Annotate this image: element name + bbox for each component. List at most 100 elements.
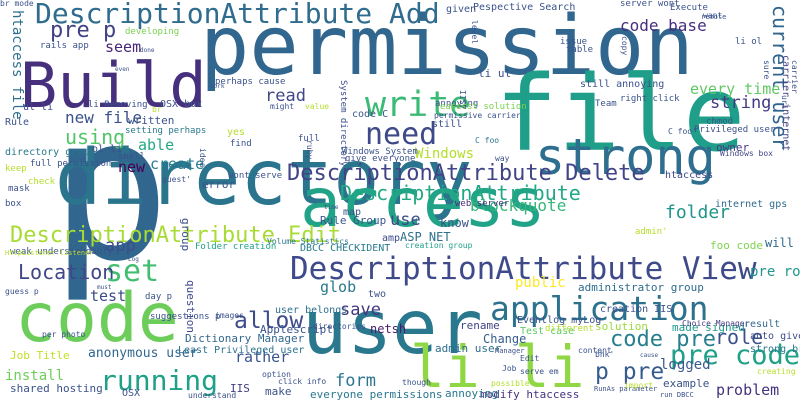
- word-cloud-term: set: [105, 254, 160, 289]
- word-cloud-term: web server: [455, 199, 510, 209]
- word-cloud-term: result: [744, 319, 781, 330]
- word-cloud-term: use: [390, 210, 421, 230]
- word-cloud-term: group: [179, 218, 192, 252]
- word-cloud-term: internet gps: [715, 199, 788, 210]
- word-cloud-term: save: [340, 300, 381, 320]
- word-cloud-term: Location: [18, 260, 115, 284]
- word-cloud-term: problem: [716, 381, 780, 399]
- word-cloud-term: Test case: [520, 326, 575, 337]
- word-cloud-term: Windows System: [342, 147, 418, 157]
- word-cloud-term: run DBCC: [660, 391, 694, 399]
- word-cloud-term: value: [305, 102, 330, 111]
- word-cloud-term: public: [515, 275, 566, 291]
- word-cloud-term: li ul: [478, 67, 512, 80]
- word-cloud-term: IIS: [230, 382, 250, 395]
- word-cloud-term: amp: [382, 233, 401, 244]
- word-cloud-term: option: [262, 370, 291, 379]
- word-cloud-term: easiest solution: [440, 102, 527, 112]
- word-cloud-term: application: [490, 289, 709, 328]
- word-cloud-term: code C: [352, 109, 389, 120]
- word-cloud-term: full: [298, 134, 320, 144]
- word-cloud-term: day p: [145, 292, 173, 302]
- word-cloud-term: still annoying: [580, 79, 665, 90]
- word-cloud-term: htaccess: [665, 170, 714, 181]
- word-cloud-term: remote: [701, 13, 727, 21]
- word-cloud-term: Windows box: [720, 149, 773, 158]
- word-cloud-term: directories: [313, 322, 366, 331]
- word-cloud-term: shell: [118, 152, 146, 162]
- word-cloud-term: code pre: [610, 327, 716, 352]
- word-cloud-term: images: [215, 311, 244, 320]
- word-cloud-term: read: [265, 86, 306, 106]
- word-cloud-term: will: [765, 236, 794, 250]
- word-cloud-term: even: [115, 66, 130, 73]
- word-cloud-term: way: [495, 154, 510, 163]
- word-cloud-term: glob: [320, 278, 357, 296]
- word-cloud-term: owner: [716, 141, 750, 154]
- word-cloud-term: directory group: [5, 147, 96, 158]
- word-cloud-term: check: [28, 177, 56, 187]
- word-cloud-term: modify htaccess: [480, 388, 580, 400]
- word-cloud-term: ASP NET: [400, 230, 451, 244]
- word-cloud-term: IIS7: [458, 90, 467, 110]
- word-cloud-term: DescriptionAttribute View: [290, 251, 757, 287]
- word-cloud-term: Volume Statistics: [267, 237, 349, 246]
- word-cloud-term: app: [105, 236, 136, 256]
- word-cloud-term: full permission: [30, 159, 112, 169]
- word-cloud-term: possible: [491, 379, 530, 388]
- word-cloud-term: administrator group: [578, 281, 704, 294]
- word-cloud-term: might: [270, 102, 295, 111]
- word-cloud-term: netsh: [370, 322, 407, 336]
- word-cloud-term: anonymous user: [88, 346, 198, 361]
- word-cloud-term: code base: [620, 16, 707, 35]
- word-cloud-term: guest': [162, 175, 191, 184]
- word-cloud-term: Pespective Search: [473, 2, 576, 13]
- word-cloud-term: strong: [535, 128, 716, 186]
- word-cloud-term: DBCC CHECKIDENT: [300, 243, 391, 254]
- word-cloud-term: every time: [690, 80, 781, 98]
- word-cloud-term: give everyone: [345, 154, 416, 164]
- word-cloud-term: pre p: [50, 18, 117, 43]
- word-cloud-term: carrier: [790, 60, 799, 94]
- word-cloud-term: idea: [198, 148, 207, 168]
- word-cloud-term: br: [152, 105, 162, 114]
- word-cloud-term: DescriptionAttribute Delete: [287, 161, 645, 186]
- word-cloud-term: Execute: [670, 3, 708, 13]
- word-cloud-term: Change: [483, 332, 527, 346]
- word-cloud-term: Rule Group: [320, 214, 387, 227]
- word-cloud-term: access: [300, 164, 546, 243]
- word-cloud-term: li Removing: [88, 100, 148, 110]
- word-cloud-term: box: [5, 199, 22, 209]
- word-cloud-term: file: [495, 53, 746, 175]
- word-cloud-term: role: [715, 325, 764, 349]
- word-cloud-term: new file: [65, 108, 143, 127]
- word-cloud-term: install: [5, 368, 65, 384]
- word-cloud-term: Manager: [495, 347, 525, 355]
- word-cloud-term: import: [624, 381, 653, 390]
- word-cloud-term: test: [90, 287, 127, 305]
- word-cloud-term: weak understandably: [10, 247, 113, 257]
- word-cloud-term: create: [150, 155, 205, 173]
- word-cloud-term: htaccess file: [9, 10, 25, 120]
- word-cloud-term: form: [335, 371, 376, 391]
- word-cloud-term: br mode: [0, 0, 34, 8]
- word-cloud-term: running: [100, 364, 219, 397]
- word-cloud-term: rename: [460, 319, 500, 332]
- word-cloud-term: work: [210, 83, 225, 90]
- word-cloud-term: Build: [20, 49, 207, 122]
- word-cloud-term: copy: [620, 36, 629, 56]
- word-cloud-term: setting perhaps: [125, 126, 207, 136]
- word-cloud-term: Folder creation: [195, 242, 277, 252]
- word-cloud-term: error: [202, 178, 236, 191]
- word-cloud-term: written: [128, 114, 175, 127]
- word-cloud-term: string: [710, 93, 772, 113]
- word-cloud-term: code: [15, 279, 179, 358]
- word-cloud-term: System directory: [338, 80, 348, 167]
- word-cloud-term: cause: [640, 352, 659, 359]
- word-cloud-term: ruby: [305, 140, 314, 160]
- word-cloud-term: Least Privileged user: [178, 345, 305, 356]
- word-cloud-term: issue: [560, 37, 588, 47]
- word-cloud-term: rather: [235, 348, 290, 366]
- word-cloud-term: Privileged user: [694, 125, 776, 135]
- word-cloud-term: rails app: [40, 41, 89, 51]
